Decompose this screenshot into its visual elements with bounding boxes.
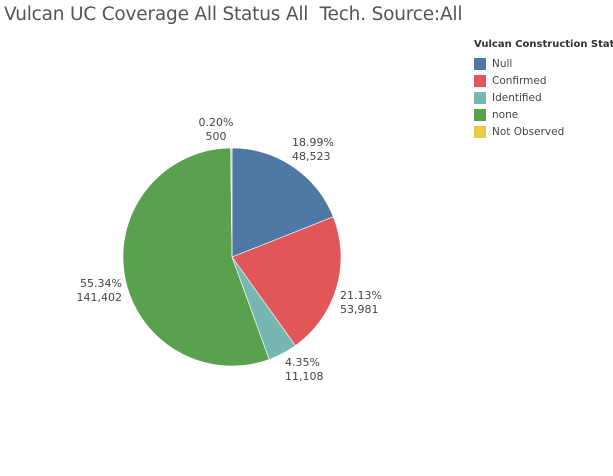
legend-item-identified[interactable]: Identified <box>474 89 613 106</box>
legend-label: Confirmed <box>492 74 547 87</box>
legend-items: Null Confirmed Identified none Not Observed <box>474 55 613 140</box>
slice-value-label: 53,981 <box>340 303 379 316</box>
pie-slice-null[interactable] <box>231 147 334 258</box>
legend-item-not-observed[interactable]: Not Observed <box>474 123 613 140</box>
legend-swatch <box>474 57 486 70</box>
pie-labels: 18.99%48,523 21.13%53,981 4.35%11,108 55.34… <box>77 116 382 383</box>
slice-value-label: 500 <box>206 130 227 143</box>
legend-item-null[interactable]: Null <box>474 55 613 72</box>
slice-value-label: 141,402 <box>77 291 123 304</box>
legend-label: Identified <box>492 91 542 104</box>
pie-slice-confirmed[interactable] <box>231 216 342 347</box>
slice-percent-label: 21.13% <box>340 289 382 302</box>
pie-slice-not-observed[interactable] <box>230 147 233 258</box>
legend-item-confirmed[interactable]: Confirmed <box>474 72 613 89</box>
chart-title: Vulcan UC Coverage All Status All Tech. … <box>4 4 463 25</box>
slice-percent-label: 55.34% <box>80 277 122 290</box>
legend-label: none <box>492 108 519 121</box>
legend-swatch <box>474 74 486 87</box>
legend-label: Not Observed <box>492 125 565 138</box>
slice-percent-label: 0.20% <box>199 116 234 129</box>
slice-value-label: 48,523 <box>292 150 331 163</box>
legend-swatch <box>474 108 486 121</box>
legend-item-none[interactable]: none <box>474 106 613 123</box>
legend: Vulcan Construction Status Null Confirmed… <box>474 39 613 140</box>
legend-swatch <box>474 91 486 104</box>
pie-slices <box>122 147 342 367</box>
slice-percent-label: 4.35% <box>285 356 320 369</box>
slice-value-label: 11,108 <box>285 370 324 383</box>
legend-label: Null <box>492 57 513 70</box>
legend-title: Vulcan Construction Status <box>474 39 613 50</box>
slice-percent-label: 18.99% <box>292 136 334 149</box>
pie-slice-none[interactable] <box>122 147 270 367</box>
legend-swatch <box>474 125 486 138</box>
